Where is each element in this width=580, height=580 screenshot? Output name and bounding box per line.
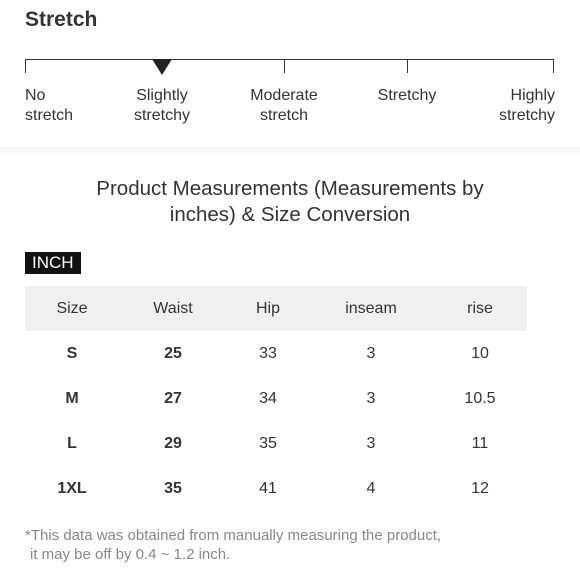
stretch-level-stretchy: Stretchy [377, 87, 437, 104]
cell-hip: 34 [259, 389, 277, 407]
stretch-indicator-icon [152, 59, 172, 75]
cell-size: 1XL [57, 479, 87, 497]
cell-waist: 35 [164, 479, 182, 497]
table-row: 1XL 35 41 4 12 [25, 466, 527, 511]
cell-waist: 29 [164, 434, 182, 452]
column-header-hip: Hip [255, 299, 280, 317]
cell-inseam: 3 [366, 389, 376, 407]
column-header-size: Size [56, 299, 88, 317]
cell-waist: 25 [164, 344, 182, 362]
stretch-level-moderate-stretch: Moderate stretch [250, 87, 318, 124]
stretch-title: Stretch [25, 8, 98, 31]
table-row: M 27 34 3 10.5 [25, 376, 527, 421]
cell-size: M [65, 389, 79, 407]
column-header-waist: Waist [153, 299, 193, 317]
cell-inseam: 3 [366, 344, 376, 362]
measurement-footnote: *This data was obtained from manually me… [25, 527, 442, 563]
stretch-scale [25, 57, 554, 77]
cell-hip: 41 [259, 479, 277, 497]
scale-tick [284, 59, 285, 73]
column-header-inseam: inseam [345, 299, 397, 317]
cell-inseam: 4 [366, 479, 376, 497]
scale-tick [25, 59, 26, 73]
measurements-heading: Product Measurements (Measurements by in… [96, 177, 484, 226]
scale-tick [553, 59, 554, 73]
cell-size: S [66, 344, 78, 362]
size-table: Size Waist Hip inseam rise S 25 33 3 10 … [25, 286, 527, 511]
cell-size: L [67, 434, 77, 452]
stretch-level-highly-stretchy: Highly stretchy [498, 87, 555, 124]
section-divider [0, 147, 580, 155]
stretch-level-no-stretch: No stretch [25, 87, 74, 124]
scale-tick [407, 59, 408, 73]
column-header-rise: rise [467, 299, 493, 317]
cell-hip: 33 [259, 344, 277, 362]
table-row: L 29 35 3 11 [25, 421, 527, 466]
cell-rise: 10.5 [464, 389, 496, 407]
cell-rise: 12 [471, 479, 489, 497]
cell-waist: 27 [164, 389, 182, 407]
scale-line [25, 59, 554, 60]
stretch-level-slightly-stretchy: Slightly stretchy [133, 87, 190, 124]
cell-rise: 11 [471, 434, 489, 452]
cell-hip: 35 [259, 434, 277, 452]
cell-inseam: 3 [366, 434, 376, 452]
table-header-row: Size Waist Hip inseam rise [25, 286, 527, 331]
table-row: S 25 33 3 10 [25, 331, 527, 376]
unit-badge: INCH [25, 252, 81, 274]
cell-rise: 10 [471, 344, 489, 362]
